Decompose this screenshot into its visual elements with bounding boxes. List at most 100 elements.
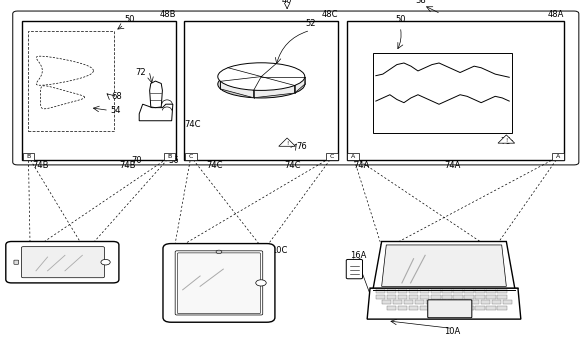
Text: 38: 38 bbox=[415, 0, 426, 5]
Text: 50: 50 bbox=[395, 15, 405, 24]
Text: 74B: 74B bbox=[119, 161, 136, 170]
Bar bbox=[426, 300, 435, 304]
FancyBboxPatch shape bbox=[21, 247, 104, 278]
Text: 76: 76 bbox=[296, 142, 307, 151]
Bar bbox=[486, 289, 496, 293]
Polygon shape bbox=[373, 241, 515, 290]
Bar bbox=[382, 300, 391, 304]
Bar bbox=[387, 306, 397, 310]
Bar bbox=[459, 300, 468, 304]
Polygon shape bbox=[367, 288, 521, 319]
Bar bbox=[475, 289, 484, 293]
Text: 50: 50 bbox=[125, 15, 135, 24]
Bar bbox=[415, 300, 424, 304]
Polygon shape bbox=[295, 77, 305, 93]
Text: 74A: 74A bbox=[353, 161, 369, 170]
Bar bbox=[448, 300, 457, 304]
Text: !: ! bbox=[286, 141, 288, 146]
Bar bbox=[420, 295, 429, 299]
Bar bbox=[398, 306, 407, 310]
Bar bbox=[497, 306, 507, 310]
Text: 54: 54 bbox=[110, 106, 121, 115]
Text: 48A: 48A bbox=[548, 10, 564, 19]
FancyBboxPatch shape bbox=[6, 241, 119, 283]
Bar bbox=[376, 289, 385, 293]
Text: 48B: 48B bbox=[160, 10, 176, 19]
Ellipse shape bbox=[218, 63, 305, 90]
Text: A: A bbox=[556, 154, 560, 159]
Text: 10A: 10A bbox=[444, 327, 461, 336]
Text: 52: 52 bbox=[305, 19, 316, 28]
Text: !: ! bbox=[505, 138, 508, 143]
Text: C: C bbox=[329, 154, 334, 159]
Bar bbox=[431, 289, 441, 293]
Polygon shape bbox=[139, 104, 173, 121]
Bar bbox=[409, 289, 419, 293]
Text: 16B: 16B bbox=[21, 242, 37, 251]
Bar bbox=[464, 306, 474, 310]
Polygon shape bbox=[498, 135, 514, 143]
Text: 68: 68 bbox=[111, 92, 122, 101]
Text: A: A bbox=[351, 154, 356, 159]
Bar bbox=[437, 300, 446, 304]
Text: 40: 40 bbox=[282, 0, 292, 5]
Bar bbox=[164, 153, 175, 160]
Bar bbox=[497, 289, 507, 293]
Bar bbox=[326, 153, 338, 160]
Polygon shape bbox=[150, 81, 162, 108]
Bar bbox=[470, 300, 479, 304]
Text: 30B: 30B bbox=[73, 242, 89, 251]
Text: 70: 70 bbox=[131, 156, 142, 165]
Polygon shape bbox=[253, 86, 295, 98]
Text: 74A: 74A bbox=[444, 161, 461, 170]
Bar bbox=[442, 289, 452, 293]
Bar bbox=[442, 306, 452, 310]
Text: 74C: 74C bbox=[206, 161, 223, 170]
FancyBboxPatch shape bbox=[177, 253, 260, 314]
Polygon shape bbox=[220, 81, 253, 98]
Bar bbox=[347, 153, 359, 160]
FancyBboxPatch shape bbox=[346, 259, 362, 279]
Bar bbox=[347, 21, 564, 160]
Bar bbox=[409, 295, 419, 299]
Bar bbox=[475, 295, 484, 299]
Bar bbox=[454, 295, 463, 299]
Text: 30C: 30C bbox=[186, 244, 202, 253]
Bar bbox=[464, 295, 474, 299]
Bar bbox=[409, 306, 419, 310]
Bar bbox=[184, 21, 338, 160]
Bar bbox=[373, 53, 512, 133]
Circle shape bbox=[216, 250, 222, 254]
FancyBboxPatch shape bbox=[163, 244, 275, 322]
Bar bbox=[404, 300, 413, 304]
Ellipse shape bbox=[218, 70, 305, 98]
Text: B: B bbox=[167, 154, 172, 159]
Bar bbox=[28, 31, 114, 131]
Bar bbox=[431, 295, 441, 299]
Bar bbox=[23, 153, 34, 160]
Bar bbox=[398, 289, 407, 293]
Text: B: B bbox=[26, 154, 31, 159]
Bar bbox=[398, 295, 407, 299]
Bar bbox=[476, 306, 485, 310]
Bar bbox=[552, 153, 564, 160]
Bar bbox=[481, 300, 490, 304]
Bar bbox=[420, 306, 429, 310]
Text: 76: 76 bbox=[500, 137, 511, 146]
Bar bbox=[464, 289, 474, 293]
Bar bbox=[454, 306, 463, 310]
Text: 48C: 48C bbox=[322, 10, 338, 19]
FancyBboxPatch shape bbox=[428, 300, 472, 318]
Bar bbox=[454, 289, 463, 293]
FancyBboxPatch shape bbox=[14, 260, 19, 264]
Text: 74C: 74C bbox=[184, 120, 201, 129]
Bar bbox=[486, 295, 496, 299]
Text: 74C: 74C bbox=[285, 161, 301, 170]
Bar bbox=[393, 300, 402, 304]
Bar bbox=[431, 306, 441, 310]
Text: 72: 72 bbox=[136, 68, 146, 77]
Polygon shape bbox=[382, 245, 506, 286]
Text: 74B: 74B bbox=[32, 161, 49, 170]
Circle shape bbox=[256, 280, 266, 286]
Text: 56: 56 bbox=[169, 156, 179, 165]
